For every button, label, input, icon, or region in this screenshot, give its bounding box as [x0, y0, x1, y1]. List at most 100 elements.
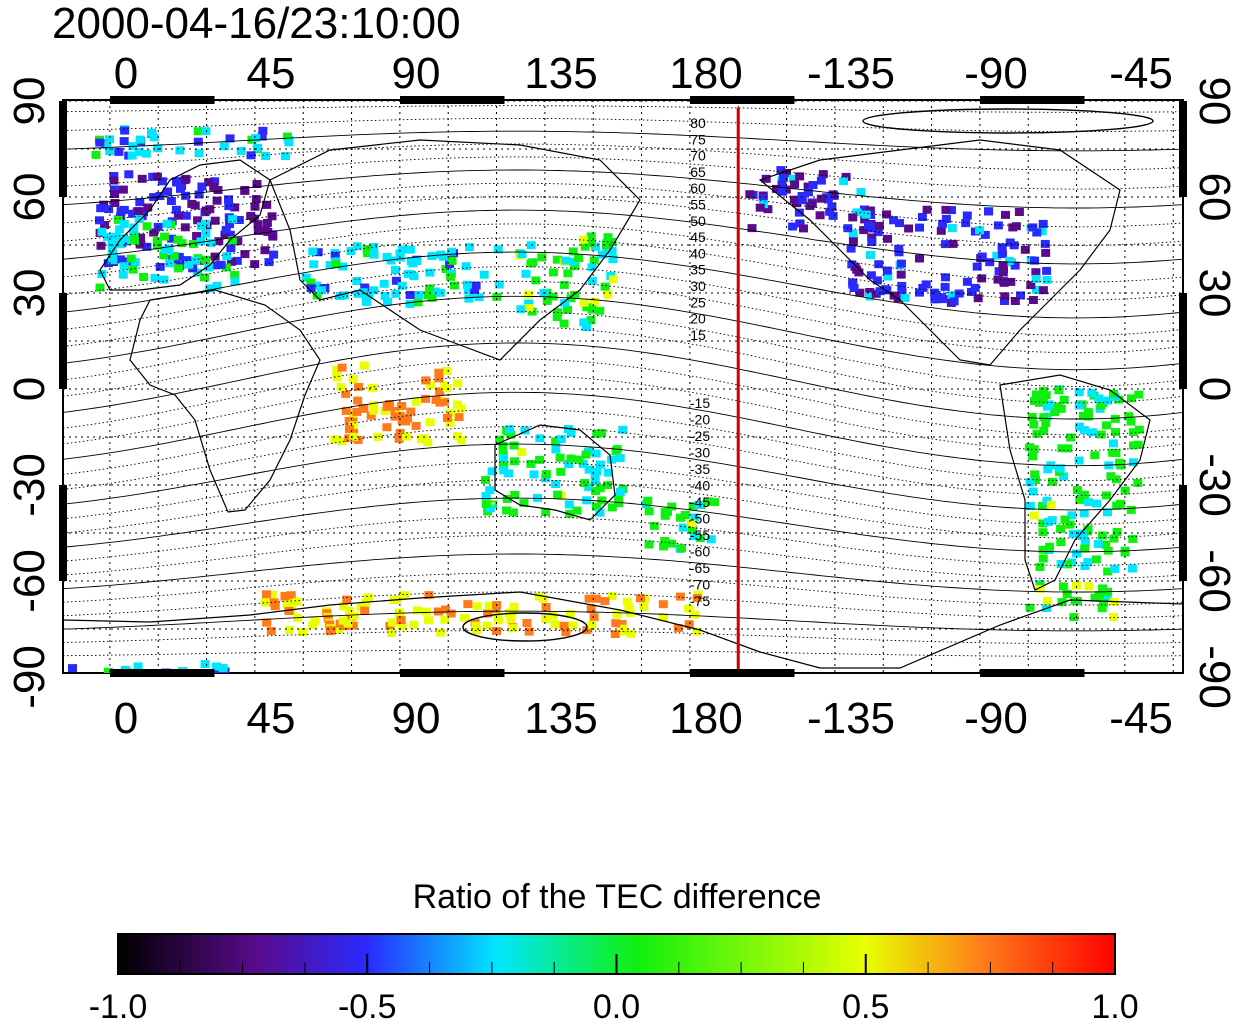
tec-data-cell — [111, 232, 121, 241]
tec-data-cell — [972, 262, 982, 271]
tec-data-cell — [874, 260, 884, 269]
tec-data-cell — [874, 221, 884, 230]
tec-data-cell — [352, 242, 362, 251]
tec-data-cell — [1103, 567, 1113, 576]
tec-data-cell — [118, 185, 128, 194]
tec-data-cell — [1128, 458, 1138, 467]
antarctica-coast — [63, 591, 1183, 669]
lon-tick-label-top: 135 — [524, 49, 597, 98]
tec-data-cell — [387, 629, 396, 638]
tec-data-cell — [102, 141, 112, 150]
tec-data-cell — [481, 475, 490, 484]
tec-data-cell — [918, 283, 928, 292]
tec-data-cell — [344, 434, 354, 443]
tec-data-cell — [797, 196, 807, 205]
tec-data-cell — [213, 186, 223, 194]
contour-label: 60 — [690, 180, 706, 196]
tec-data-cell — [566, 454, 576, 463]
tec-data-cell — [135, 198, 145, 207]
tec-data-cell — [1044, 517, 1053, 526]
tec-data-cell — [97, 227, 107, 236]
tec-data-cell — [973, 294, 983, 303]
tec-data-cell — [930, 295, 940, 304]
tec-data-cell — [313, 248, 323, 257]
tec-data-cell — [938, 219, 948, 228]
tec-data-cell — [1053, 402, 1063, 411]
tec-data-cell — [535, 455, 545, 464]
tec-data-cell — [317, 286, 326, 295]
tec-data-cell — [382, 423, 392, 432]
tec-data-cell — [133, 662, 143, 671]
tec-data-cell — [1028, 452, 1038, 461]
contour-label: 55 — [690, 197, 706, 213]
tec-data-cell — [391, 276, 401, 285]
tec-data-cell — [285, 625, 295, 634]
tec-data-cell — [941, 205, 951, 214]
tec-data-cell — [425, 418, 435, 427]
tec-data-cell — [494, 280, 504, 289]
tec-data-cell — [1027, 413, 1037, 421]
tec-data-cell — [173, 264, 183, 273]
tec-data-cell — [454, 413, 464, 422]
tec-data-cell — [400, 591, 409, 600]
tec-data-cell — [487, 467, 497, 476]
tec-data-cell — [1127, 564, 1137, 573]
tec-data-cell — [197, 182, 207, 191]
frame-bar — [1179, 485, 1187, 581]
tec-data-cell — [192, 232, 202, 240]
tec-data-cell — [366, 411, 376, 420]
tec-data-cell — [284, 138, 294, 147]
contour-label: 30 — [690, 278, 706, 294]
tec-data-cell — [639, 603, 649, 611]
latitude-labels-left: 90 60 30 0 -30 -60 -90 — [5, 77, 54, 709]
tec-data-cell — [644, 507, 654, 516]
tec-data-cell — [618, 425, 628, 434]
tec-data-cell — [228, 215, 237, 224]
contour-line — [63, 223, 1183, 283]
tec-data-cell — [461, 262, 471, 271]
tec-data-cell — [225, 230, 235, 239]
tec-data-cell — [676, 513, 685, 522]
tec-data-cell — [262, 618, 272, 627]
tec-data-cell — [363, 593, 373, 602]
tec-data-cell — [210, 177, 220, 186]
tec-data-cell — [1106, 472, 1116, 481]
tec-data-cell — [644, 540, 654, 549]
tec-data-cell — [446, 272, 456, 281]
tec-data-cell — [579, 298, 589, 307]
contour-label: -25 — [690, 428, 710, 444]
tec-data-cell — [904, 224, 914, 233]
tec-data-cell — [95, 283, 105, 292]
tec-data-cell — [1090, 451, 1100, 460]
tec-data-cell — [1102, 421, 1111, 430]
tec-data-cell — [411, 397, 421, 406]
tec-data-cell — [617, 620, 627, 628]
tec-data-cell — [119, 262, 129, 271]
contour-line — [63, 649, 1183, 657]
contour-label: -45 — [690, 494, 710, 510]
tec-data-cell — [1028, 296, 1038, 304]
tec-data-cell — [463, 600, 473, 609]
tec-data-cell — [189, 240, 199, 248]
tec-data-cell — [160, 232, 170, 241]
tec-data-cell — [147, 128, 156, 137]
tec-data-cell — [1112, 527, 1122, 536]
tec-data-cell — [582, 303, 592, 312]
tec-data-cell — [349, 612, 359, 621]
tec-data-cell — [940, 240, 950, 249]
tec-data-cell — [684, 604, 694, 613]
tec-data-cell — [310, 616, 320, 625]
tec-data-cell — [201, 219, 210, 228]
tec-data-cell — [564, 500, 574, 509]
tec-data-cell — [551, 480, 561, 489]
tec-data-cell — [1094, 394, 1104, 403]
tec-data-cell — [611, 619, 621, 628]
tec-data-cell — [176, 184, 185, 193]
tec-data-cell — [873, 228, 883, 237]
tec-data-cell — [815, 211, 825, 220]
tec-data-cell — [433, 607, 443, 616]
tec-data-cell — [607, 246, 617, 255]
tec-data-cell — [348, 375, 358, 384]
tec-data-cell — [160, 245, 170, 254]
tec-data-cell — [524, 304, 534, 312]
